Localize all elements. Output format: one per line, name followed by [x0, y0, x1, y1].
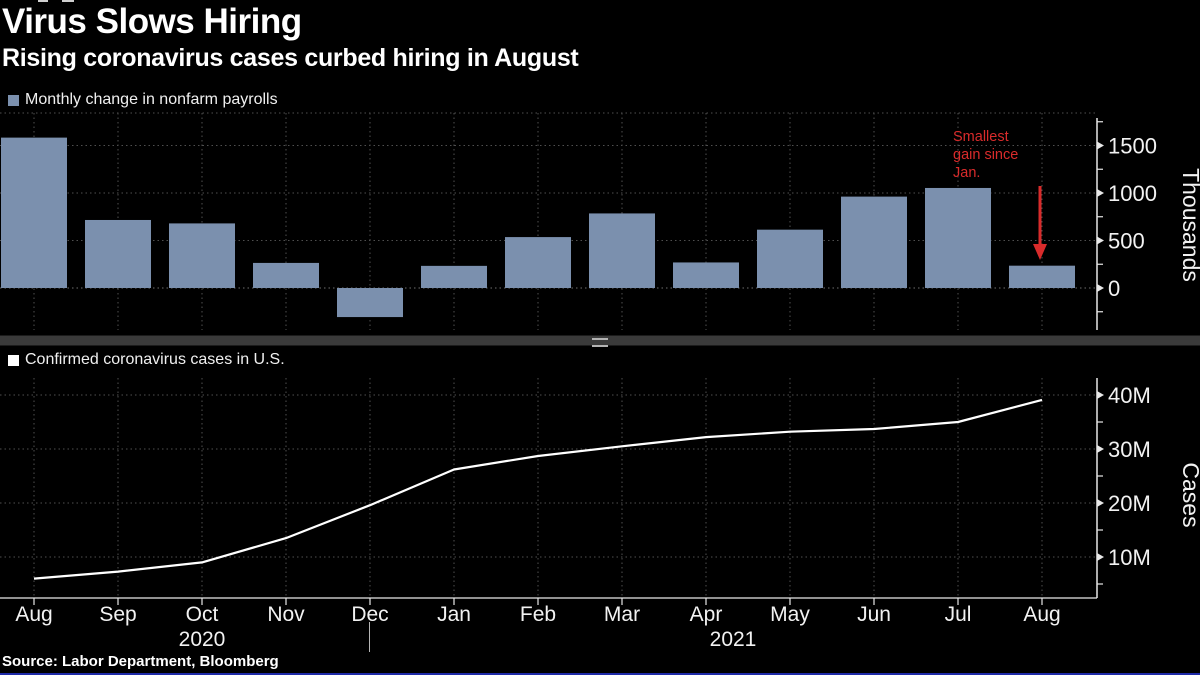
x-axis-year-2020: 2020	[178, 628, 226, 651]
payroll-bar	[421, 265, 487, 288]
x-axis-month-labels: Aug Sep Oct Nov Dec Jan Feb Mar Apr May Jun Jul Aug	[0, 603, 1100, 627]
page-title: Virus Slows Hiring	[2, 2, 302, 41]
x-month-label: Jun	[857, 603, 891, 626]
legend-swatch-bar-icon	[8, 94, 19, 106]
x-month-label: Apr	[689, 603, 723, 626]
payroll-bar	[505, 237, 571, 288]
annotation-smallest-gain: Smallest gain since Jan.	[953, 129, 1018, 181]
payroll-bar	[589, 213, 655, 288]
payroll-bar	[673, 262, 739, 288]
x-axis-year-2021: 2021	[709, 628, 757, 651]
screen-artifact	[38, 0, 48, 2]
year-divider-line	[369, 622, 370, 652]
payroll-bar	[1, 137, 67, 288]
payroll-bar	[841, 196, 907, 288]
cases-ytick-label: 20M	[1108, 491, 1151, 516]
payrolls-ytick-label: 0	[1108, 276, 1120, 301]
x-month-label: Dec	[351, 603, 389, 626]
legend-payrolls-label: Monthly change in nonfarm payrolls	[25, 91, 278, 108]
payroll-bar	[757, 229, 823, 288]
y-major-tick	[1097, 141, 1104, 150]
annotation-arrow-head-icon	[1033, 244, 1047, 260]
x-month-label: Jan	[437, 603, 471, 626]
payroll-bar	[1009, 265, 1075, 288]
cases-line-series	[33, 398, 1043, 580]
payroll-bar	[253, 262, 319, 288]
divider-grip-icon[interactable]	[592, 338, 608, 347]
legend-cases-label: Confirmed coronavirus cases in U.S.	[25, 351, 285, 368]
x-month-label: Aug	[15, 603, 53, 626]
screen-artifact	[62, 0, 74, 2]
x-month-label: Sep	[99, 603, 137, 626]
y-major-tick	[1097, 499, 1104, 507]
x-month-label: Oct	[185, 603, 219, 626]
cases-ytick-label: 30M	[1108, 437, 1151, 462]
legend-swatch-line-icon	[8, 354, 19, 366]
source-credit: Source: Labor Department, Bloomberg	[2, 653, 279, 670]
x-month-label: May	[770, 603, 810, 626]
cases-ytick-label: 10M	[1108, 545, 1151, 570]
y-major-tick	[1097, 236, 1104, 245]
payrolls-ytick-label: 1500	[1108, 134, 1157, 159]
bottom-accent-strip	[0, 673, 1200, 675]
payrolls-ytick-label: 1000	[1108, 181, 1157, 206]
y-major-tick	[1097, 284, 1104, 292]
legend-payrolls: Monthly change in nonfarm payrolls	[8, 91, 278, 109]
payrolls-axis-title: Thousands	[1178, 168, 1200, 282]
payroll-bar	[925, 187, 991, 288]
payroll-bar	[337, 288, 403, 318]
x-month-label: Jul	[944, 603, 972, 626]
y-major-tick	[1097, 189, 1104, 197]
payrolls-ytick-label: 500	[1108, 229, 1145, 254]
y-major-tick	[1097, 553, 1104, 561]
payroll-bar	[169, 223, 235, 288]
page-subtitle: Rising coronavirus cases curbed hiring i…	[2, 44, 579, 72]
y-major-tick	[1097, 391, 1104, 399]
x-month-label: Nov	[267, 603, 305, 626]
payroll-bar	[85, 219, 151, 288]
y-major-tick	[1097, 445, 1104, 453]
legend-cases: Confirmed coronavirus cases in U.S.	[8, 351, 285, 369]
x-month-label: Feb	[519, 603, 557, 626]
cases-axis-title: Cases	[1178, 462, 1200, 527]
cases-ytick-label: 40M	[1108, 383, 1151, 408]
x-month-label: Mar	[603, 603, 641, 626]
x-month-label: Aug	[1023, 603, 1061, 626]
